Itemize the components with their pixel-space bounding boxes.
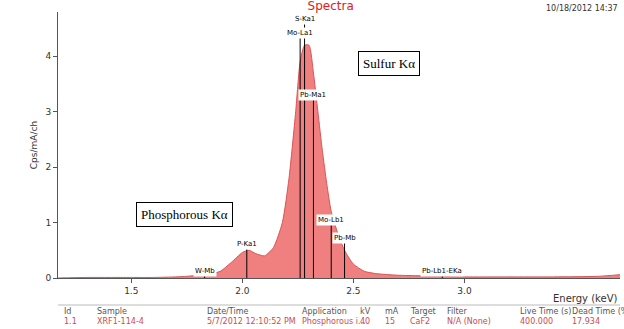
svg-text:17.934: 17.934 xyxy=(572,317,600,326)
svg-text:3.0: 3.0 xyxy=(457,286,472,296)
svg-text:Sample: Sample xyxy=(97,307,127,316)
svg-text:5/7/2012 12:10:52 PM: 5/7/2012 12:10:52 PM xyxy=(207,317,296,326)
svg-text:Spectra: Spectra xyxy=(308,0,354,13)
svg-text:0: 0 xyxy=(45,273,51,283)
svg-text:S-Ka1: S-Ka1 xyxy=(295,15,315,23)
svg-text:N/A (None): N/A (None) xyxy=(447,317,491,326)
svg-text:3: 3 xyxy=(45,107,51,117)
svg-text:Mo-Lb1: Mo-Lb1 xyxy=(318,216,344,224)
svg-text:1.5: 1.5 xyxy=(124,286,138,296)
svg-text:W-Mb: W-Mb xyxy=(195,267,215,275)
svg-text:Pb-Ma1: Pb-Ma1 xyxy=(300,91,326,99)
svg-text:Date/Time: Date/Time xyxy=(207,307,248,316)
svg-text:XRF1-114-4: XRF1-114-4 xyxy=(97,317,144,326)
svg-text:400.000: 400.000 xyxy=(520,317,553,326)
svg-text:Pb-Mb: Pb-Mb xyxy=(334,234,356,242)
svg-text:Sulfur Kα: Sulfur Kα xyxy=(363,56,415,71)
svg-text:Id: Id xyxy=(64,307,71,316)
svg-text:4: 4 xyxy=(45,51,51,61)
svg-text:Target: Target xyxy=(410,307,436,316)
svg-text:2.0: 2.0 xyxy=(235,286,250,296)
svg-text:2.5: 2.5 xyxy=(346,286,360,296)
svg-text:Phosphorous Kα: Phosphorous Kα xyxy=(141,207,228,222)
svg-text:Dead Time (%): Dead Time (%) xyxy=(572,307,624,316)
svg-text:Cps/mA/ch: Cps/mA/ch xyxy=(29,121,39,169)
svg-text:Pb-Lb1-EKa: Pb-Lb1-EKa xyxy=(422,267,462,275)
svg-text:Phosphorous i...: Phosphorous i... xyxy=(302,317,366,326)
svg-text:1.1: 1.1 xyxy=(64,317,77,326)
svg-text:Application: Application xyxy=(302,307,347,316)
svg-text:15: 15 xyxy=(385,317,395,326)
svg-text:2: 2 xyxy=(45,162,51,172)
svg-text:kV: kV xyxy=(360,307,371,316)
svg-text:Filter: Filter xyxy=(447,307,468,316)
svg-text:Energy (keV): Energy (keV) xyxy=(553,293,618,304)
svg-text:10/18/2012 14:37: 10/18/2012 14:37 xyxy=(546,4,618,13)
svg-text:Mo-La1: Mo-La1 xyxy=(287,29,313,37)
svg-text:CaF2: CaF2 xyxy=(410,317,430,326)
svg-text:40: 40 xyxy=(360,317,370,326)
svg-text:Live Time (s): Live Time (s) xyxy=(520,307,571,316)
svg-text:1: 1 xyxy=(45,218,51,228)
svg-text:mA: mA xyxy=(385,307,399,316)
svg-text:P-Ka1: P-Ka1 xyxy=(237,240,257,248)
